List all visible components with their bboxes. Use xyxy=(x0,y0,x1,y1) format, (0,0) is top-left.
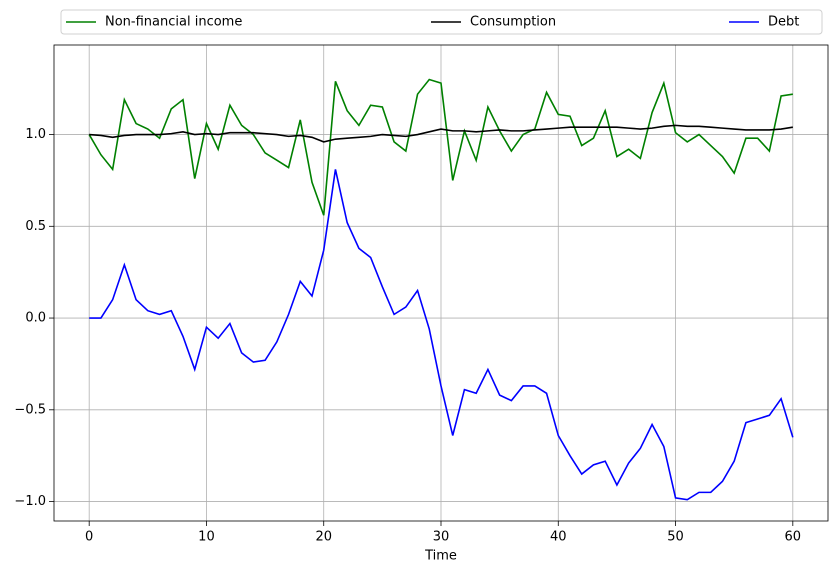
y-tick-label: 0.0 xyxy=(25,311,46,326)
y-tick-label: −0.5 xyxy=(14,402,46,417)
x-tick-label: 10 xyxy=(198,530,215,545)
legend-label: Non-financial income xyxy=(105,15,242,30)
line-series xyxy=(88,78,793,216)
x-tick-label: 40 xyxy=(550,530,567,545)
y-tick-label: −1.0 xyxy=(14,494,46,509)
x-tick-label: 60 xyxy=(785,530,802,545)
y-tick-label: 1.0 xyxy=(25,127,46,142)
x-tick-label: 30 xyxy=(433,530,450,545)
line-series xyxy=(89,124,793,143)
legend-label: Consumption xyxy=(470,15,556,30)
plot-frame xyxy=(53,44,829,522)
y-tick-label: 0.5 xyxy=(25,219,46,234)
x-tick-label: 0 xyxy=(85,530,93,545)
line-series xyxy=(89,169,794,501)
x-tick-label: 50 xyxy=(667,530,684,545)
x-axis-label: Time xyxy=(424,549,457,564)
legend-label: Debt xyxy=(768,15,799,30)
x-tick-label: 20 xyxy=(315,530,332,545)
